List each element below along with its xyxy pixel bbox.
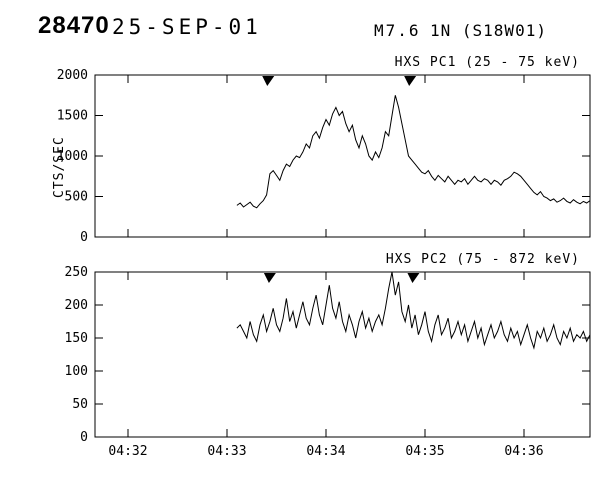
flare-time-marker-icon (404, 76, 417, 86)
panel-2: 04:32 04:33 04:34 04:35 04:36 0 50 100 150 200 250 (65, 265, 591, 459)
flare-time-marker-icon (262, 76, 275, 86)
flare-location: 1N (S18W01) (430, 21, 547, 40)
x-tick-label: 04:36 (504, 444, 543, 459)
y-tick-label: 100 (65, 364, 88, 379)
y-tick-label: 2000 (57, 68, 88, 83)
x-tick-label: 04:34 (306, 444, 345, 459)
series-line-pc2 (236, 271, 591, 350)
x-tick-label: 04:32 (108, 444, 147, 459)
y-tick-label: 200 (65, 298, 88, 313)
y-tick-label: 500 (65, 190, 88, 205)
y-tick-label: 1000 (57, 149, 88, 164)
y-tick-label: 0 (80, 230, 88, 245)
panel1-title: HXS PC1 (25 - 75 keV) (394, 55, 580, 70)
flare-class: M7.6 (374, 21, 421, 40)
event-date: 25-SEP-01 (112, 15, 262, 39)
x-tick-label: 04:35 (405, 444, 444, 459)
event-number: 28470 (38, 12, 110, 39)
flare-time-marker-icon (407, 273, 420, 283)
flare-time-marker-icon (263, 273, 276, 283)
y-tick-label: 50 (72, 397, 88, 412)
y-tick-label: 1500 (57, 109, 88, 124)
panel2-title: HXS PC2 (75 - 872 keV) (385, 252, 580, 267)
y-tick-label: 250 (65, 265, 88, 280)
y-tick-label: 0 (80, 430, 88, 445)
panel-1: 0 500 1000 1500 2000 (57, 68, 591, 245)
y-tick-label: 150 (65, 331, 88, 346)
x-tick-label: 04:33 (207, 444, 246, 459)
series-line-pc1 (236, 95, 591, 209)
